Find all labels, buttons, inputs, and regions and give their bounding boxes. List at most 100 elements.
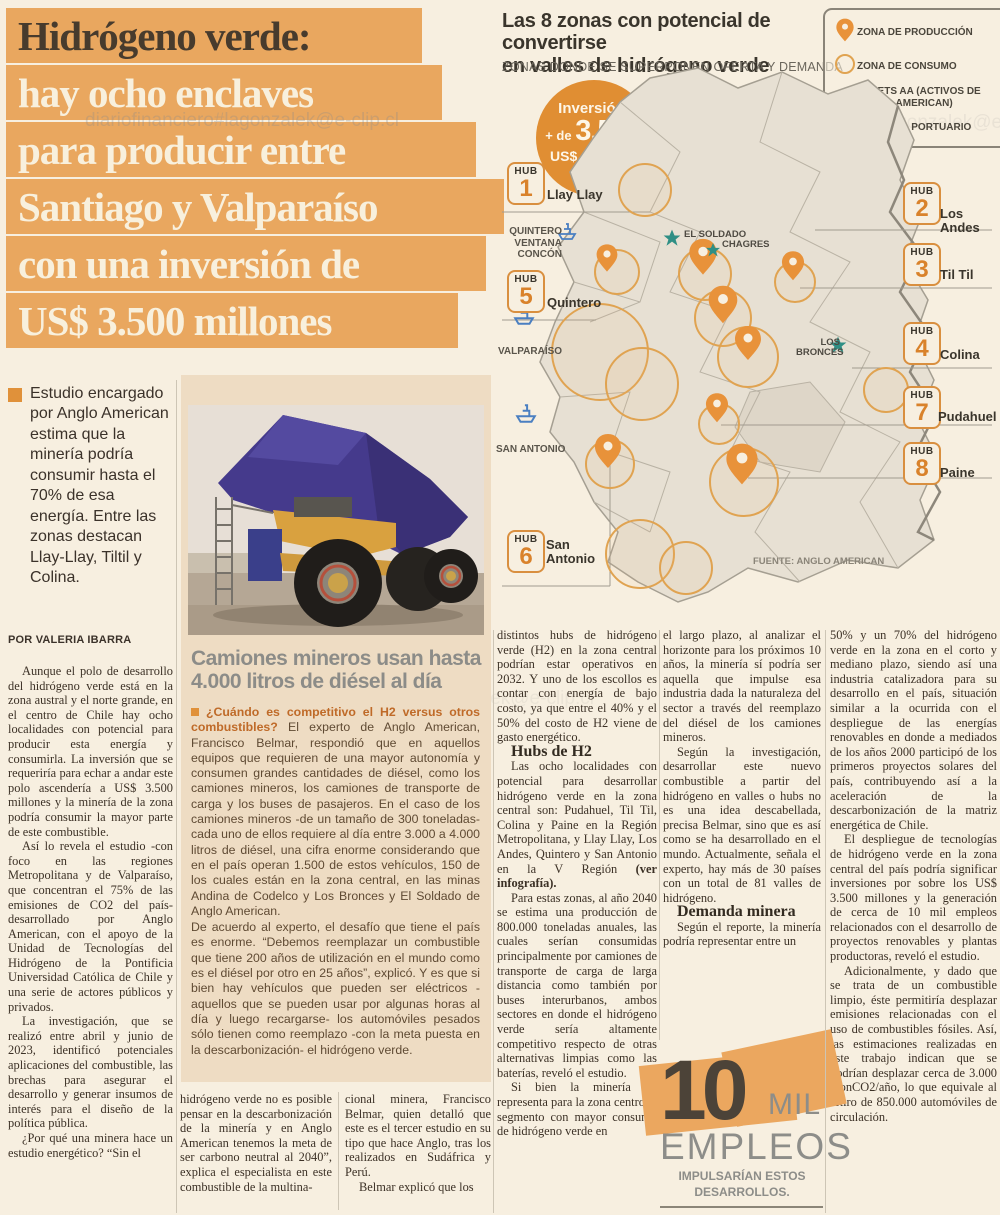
article-column-5: 50% y un 70% del hidrógeno verde en la z… bbox=[830, 628, 997, 1124]
legend-item-production: ZONA DE PRODUCCIÓN bbox=[833, 18, 1000, 47]
legend-label: ZONA DE CONSUMO bbox=[857, 60, 957, 72]
consumption-circle-icon bbox=[833, 53, 857, 80]
paragraph: hidrógeno verde no es posible pensar en … bbox=[180, 1092, 332, 1194]
photo-card: Camiones mineros usan hasta 4.000 litros… bbox=[181, 375, 491, 1082]
paragraph: Adicionalmente, y dado que se trata de u… bbox=[830, 963, 997, 1124]
headline-line-5: con una inversión de bbox=[6, 236, 486, 291]
qa-paragraph-1: ¿Cuándo es competitivo el H2 versus otro… bbox=[191, 705, 480, 919]
qa-question: ¿Cuándo es competitivo el H2 versus otro… bbox=[191, 705, 480, 735]
asset-label-chagres: CHAGRES bbox=[722, 239, 770, 250]
hub-tag: HUB bbox=[514, 166, 538, 177]
stat-caption: IMPULSARÍAN ESTOS DESARROLLOS. bbox=[652, 1168, 832, 1200]
hub-connector-lines bbox=[502, 211, 992, 587]
article-column-1: Aunque el polo de desarrollo del hidróge… bbox=[8, 664, 173, 1160]
asset-label-el-soldado: EL SOLDADO bbox=[684, 229, 747, 240]
mining-truck-photo bbox=[188, 405, 484, 635]
paragraph-bold: (ver infografía). bbox=[497, 861, 657, 891]
column-divider bbox=[493, 630, 494, 1213]
hub-label-san-antonio: San Antonio bbox=[546, 537, 596, 566]
hub-number: 7 bbox=[915, 399, 929, 426]
hub-badge-8: HUB 8 bbox=[903, 442, 941, 485]
summary-bullet bbox=[8, 388, 22, 402]
subhead-demanda-minera: Demanda minera bbox=[677, 903, 796, 921]
headline-line-3: para producir entre bbox=[6, 122, 476, 177]
stat-caption-line1: IMPULSARÍAN ESTOS bbox=[678, 1169, 806, 1183]
legend-label: ASSETS AA (ACTIVOS DE ANGLO AMERICAN) bbox=[857, 86, 981, 109]
hub-label-til-til: Til Til bbox=[940, 267, 974, 282]
consumption-zones bbox=[551, 163, 909, 595]
column-divider bbox=[338, 1092, 339, 1210]
paragraph: 50% y un 70% del hidrógeno verde en la z… bbox=[830, 628, 997, 832]
paragraph: distintos hubs de hidrógeno verde (H2) e… bbox=[497, 628, 657, 745]
hub-tag: HUB bbox=[910, 390, 934, 401]
headline-line-4: Santiago y Valparaíso bbox=[6, 179, 504, 234]
hub-number: 8 bbox=[915, 455, 929, 482]
photo-caption-line1: Camiones mineros usan hasta bbox=[191, 647, 481, 670]
qa-bullet-icon bbox=[191, 708, 199, 716]
hub-label-los-andes: Los Andes bbox=[940, 206, 980, 235]
hub-badge-5: HUB 5 bbox=[507, 270, 545, 313]
hub-tag: HUB bbox=[910, 326, 934, 337]
qa-answer: El experto de Anglo American, Francisco … bbox=[191, 720, 480, 918]
hub-number: 1 bbox=[519, 175, 533, 202]
paragraph: Si bien la minería no representa para la… bbox=[497, 1080, 657, 1139]
hub-label-paine: Paine bbox=[940, 465, 975, 480]
hub-label-quintero: Quintero bbox=[547, 295, 602, 310]
hub-badge-7: HUB 7 bbox=[903, 386, 941, 429]
article-column-b: cional minera, Francisco Belmar, quien d… bbox=[345, 1092, 491, 1194]
investment-prefix: + de bbox=[545, 128, 572, 143]
headline-line-6: US$ 3.500 millones bbox=[6, 293, 458, 348]
article-column-3: distintos hubs de hidrógeno verde (H2) e… bbox=[497, 628, 657, 1139]
column-divider bbox=[659, 630, 660, 1040]
legend-label: TERMINAL PORTUARIO bbox=[857, 121, 972, 133]
asset-label-los-bronces: LOS BRONCES bbox=[796, 337, 844, 359]
hub-number: 4 bbox=[915, 335, 929, 362]
map-metro-region bbox=[734, 381, 846, 473]
production-pins bbox=[595, 238, 805, 485]
byline: POR VALERIA IBARRA bbox=[8, 634, 132, 646]
hub-label-colina: Colina bbox=[940, 347, 980, 362]
headline-line-1: Hidrógeno verde: bbox=[6, 8, 422, 63]
hub-badge-2: HUB 2 bbox=[903, 182, 941, 225]
port-label-san-antonio: SAN ANTONIO bbox=[496, 444, 566, 455]
paragraph: El despliegue de tecnologías de hidrógen… bbox=[830, 832, 997, 964]
paragraph: La investigación, que se realizó entre a… bbox=[8, 1014, 173, 1131]
article-summary: Estudio encargado por Anglo American est… bbox=[30, 385, 169, 587]
stat-caption-line2: DESARROLLOS. bbox=[694, 1185, 790, 1200]
port-label-quintero-ventana-concon: QUINTERO VENTANA CONCÓN bbox=[509, 226, 562, 260]
column-divider bbox=[176, 380, 177, 1213]
paragraph: Las ocho localidades con potencial para … bbox=[497, 759, 657, 890]
hub-badge-1: HUB 1 bbox=[507, 162, 545, 205]
paragraph: Según la investigación, desarrollar este… bbox=[663, 744, 821, 905]
headline-line-2: hay ocho enclaves bbox=[6, 65, 442, 120]
article-column-4: el largo plazo, al analizar el horizonte… bbox=[663, 628, 821, 949]
paragraph: Para estas zonas, al año 2040 se estima … bbox=[497, 890, 657, 1080]
stat-value: 10 bbox=[660, 1043, 748, 1137]
mining-truck-illustration bbox=[188, 405, 484, 635]
paragraph: cional minera, Francisco Belmar, quien d… bbox=[345, 1092, 491, 1179]
column-divider bbox=[825, 630, 826, 1213]
hub-tag: HUB bbox=[514, 274, 538, 285]
stat-word: EMPLEOS bbox=[660, 1126, 853, 1167]
legend-label: ZONA DE PRODUCCIÓN bbox=[857, 26, 973, 38]
paragraph: el largo plazo, al analizar el horizonte… bbox=[663, 628, 821, 745]
photo-caption-line2: 4.000 litros de diésel al día bbox=[191, 670, 442, 694]
qa-paragraph-2: De acuerdo al experto, el desafío que ti… bbox=[191, 920, 480, 1057]
production-pin-icon bbox=[833, 18, 857, 47]
hub-number: 3 bbox=[915, 256, 929, 283]
infographic-title-line1: Las 8 zonas con potencial de convertirse bbox=[502, 10, 771, 55]
photo-caption: Camiones mineros usan hasta 4.000 litros… bbox=[191, 647, 487, 693]
paragraph-text: Las ocho localidades con potencial para … bbox=[497, 759, 657, 876]
infographic-subtitle: ZONAS DONDE SE SUPERPONEN OFERTA Y DEMAN… bbox=[502, 60, 843, 74]
hub-tag: HUB bbox=[910, 247, 934, 258]
paragraph: Aunque el polo de desarrollo del hidróge… bbox=[8, 664, 173, 839]
hub-tag: HUB bbox=[910, 186, 934, 197]
hub-tag: HUB bbox=[910, 446, 934, 457]
hub-tag: HUB bbox=[514, 534, 538, 545]
stat-divider bbox=[660, 1206, 823, 1208]
hub-number: 2 bbox=[915, 195, 929, 222]
map-source: FUENTE: ANGLO AMERICAN bbox=[753, 556, 885, 567]
hub-badge-6: HUB 6 bbox=[507, 530, 545, 573]
hub-number: 6 bbox=[519, 543, 533, 570]
